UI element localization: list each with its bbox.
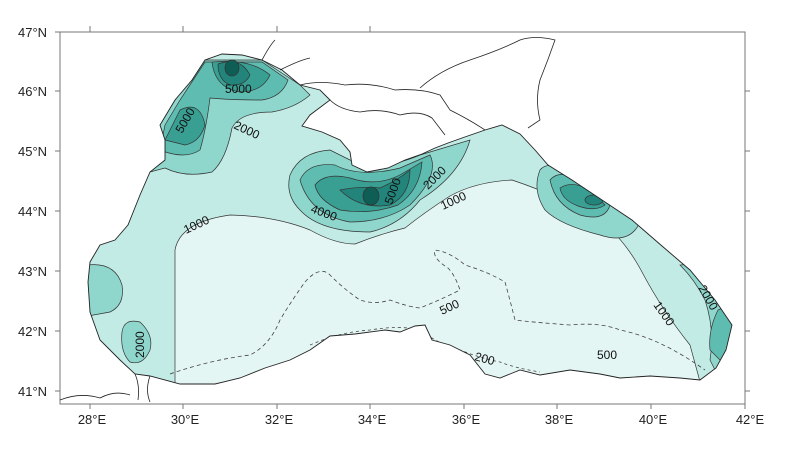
fill-nw-max: [224, 59, 240, 77]
label-nw-5000: 5000: [225, 82, 252, 96]
lat-43: 43°N: [18, 264, 47, 279]
lon-28: 28°E: [78, 412, 107, 427]
lat-45: 45°N: [18, 144, 47, 159]
fill-se-3000: [709, 299, 732, 363]
latitude-labels: 47°N 46°N 45°N 44°N 43°N 42°N 41°N: [18, 25, 47, 399]
bosphorus-coast: [59, 373, 151, 403]
label-se-500: 500: [597, 348, 617, 362]
fill-w-2000b: [121, 320, 152, 364]
lon-36: 36°E: [452, 412, 481, 427]
lat-46: 46°N: [18, 84, 47, 99]
label-sw-2000: 2000: [133, 331, 147, 358]
lon-34: 34°E: [358, 412, 387, 427]
fill-w-2000a: [88, 264, 123, 317]
label-s-200: 200: [473, 349, 496, 368]
depth-fill-layers: [88, 54, 732, 384]
lon-42: 42°E: [736, 412, 765, 427]
fill-e-max: [584, 194, 604, 206]
fill-c-max: [362, 186, 380, 206]
longitude-labels: 28°E 30°E 32°E 34°E 36°E 38°E 40°E 42°E: [78, 412, 765, 427]
fill-below-1000: [174, 179, 706, 384]
coastline: [87, 53, 733, 385]
lat-44: 44°N: [18, 204, 47, 219]
lat-47: 47°N: [18, 25, 47, 40]
lon-30: 30°E: [171, 412, 200, 427]
map-frame: [59, 31, 746, 405]
crimea-azov-coast: [261, 37, 556, 136]
lon-32: 32°E: [265, 412, 294, 427]
lon-40: 40°E: [639, 412, 668, 427]
latitude-axis: [55, 26, 750, 392]
lat-41: 41°N: [18, 384, 47, 399]
longitude-axis: [89, 404, 746, 409]
lat-42: 42°N: [18, 324, 47, 339]
contour-500-line: [169, 249, 706, 375]
lon-38: 38°E: [545, 412, 574, 427]
